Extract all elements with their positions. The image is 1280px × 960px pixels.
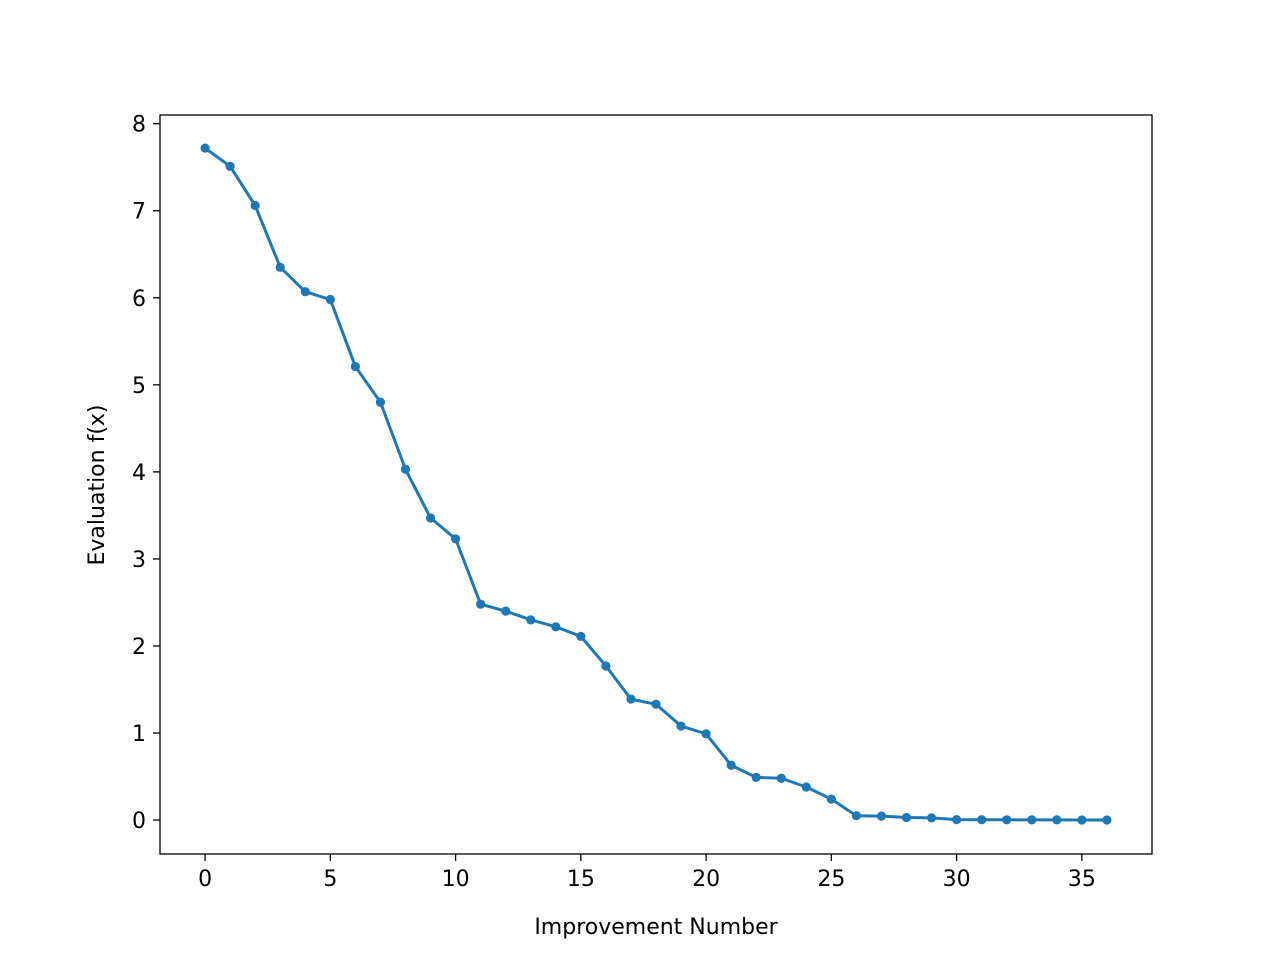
data-point [851, 811, 862, 821]
data-point [501, 606, 511, 616]
data-point [225, 161, 235, 171]
data-point [601, 661, 611, 671]
y-tick-label: 1 [132, 722, 146, 747]
plot-background [160, 115, 1152, 854]
y-tick-label: 8 [132, 113, 146, 138]
data-point [726, 760, 736, 770]
data-point [751, 772, 761, 783]
data-point [826, 794, 836, 804]
data-point [576, 631, 586, 641]
data-point [1052, 815, 1062, 825]
y-tick-label: 5 [132, 374, 146, 399]
y-tick-label: 7 [132, 200, 146, 225]
data-point [901, 812, 912, 823]
data-point [1002, 815, 1012, 825]
x-tick-label: 15 [567, 867, 595, 892]
series-layer [200, 143, 1112, 825]
data-point [676, 721, 686, 731]
data-point [476, 599, 486, 609]
y-tick-label: 4 [132, 461, 146, 486]
x-axis: 0 5 10 15 20 25 30 35 [198, 854, 1096, 892]
y-axis: 0 1 2 3 4 5 6 7 8 [132, 113, 160, 834]
data-point [977, 815, 987, 825]
data-point [450, 534, 461, 544]
data-point [926, 813, 937, 823]
data-point [375, 397, 386, 407]
data-point [1077, 815, 1087, 825]
data-point [1102, 815, 1112, 825]
y-axis-label: Evaluation f(x) [85, 404, 110, 565]
data-point [250, 200, 260, 211]
x-tick-label: 5 [323, 867, 337, 892]
data-point [801, 782, 811, 792]
x-axis-label: Improvement Number [534, 915, 778, 940]
data-point [701, 729, 711, 739]
x-tick-label: 25 [817, 867, 845, 892]
data-point [300, 287, 310, 297]
data-point [275, 262, 285, 272]
y-tick-label: 2 [132, 635, 146, 660]
data-point [526, 615, 536, 625]
data-point [776, 773, 786, 783]
data-point [325, 294, 335, 305]
data-point [350, 361, 360, 372]
data-point [651, 699, 661, 709]
x-tick-label: 0 [198, 867, 212, 892]
y-tick-label: 6 [132, 287, 146, 312]
x-tick-label: 30 [943, 867, 971, 892]
data-point [1027, 815, 1037, 825]
data-point [626, 694, 636, 704]
data-point [400, 464, 411, 474]
data-point [551, 622, 561, 632]
x-tick-label: 20 [692, 867, 720, 892]
y-tick-label: 3 [132, 548, 146, 573]
x-tick-label: 35 [1068, 867, 1096, 892]
data-point [200, 143, 210, 153]
data-point [425, 513, 436, 523]
x-tick-label: 10 [442, 867, 470, 892]
data-point [952, 815, 962, 825]
plot-frame [159, 114, 1153, 855]
y-tick-label: 0 [132, 809, 146, 834]
data-point [876, 811, 887, 821]
